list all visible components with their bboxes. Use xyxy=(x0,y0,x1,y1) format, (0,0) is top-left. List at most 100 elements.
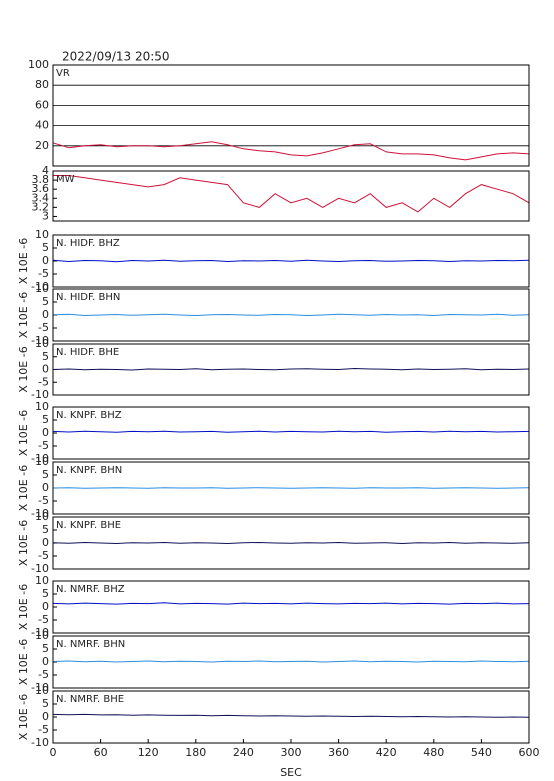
y-tick-label: 3.8 xyxy=(32,173,50,186)
series-line xyxy=(52,487,530,489)
y-tick-label: 3.6 xyxy=(32,182,50,195)
y-tick-label: -5 xyxy=(38,723,49,736)
plot-frame xyxy=(52,690,530,744)
series-label: N. HIDF. BHE xyxy=(56,347,119,358)
y-axis-label: X 10E -6 xyxy=(17,346,30,392)
plot-frame xyxy=(52,580,530,634)
y-tick-label: 10 xyxy=(35,228,49,241)
y-tick-label: -5 xyxy=(38,613,49,626)
y-tick-label: 3.4 xyxy=(32,191,50,204)
y-axis-label: X 10E -6 xyxy=(17,292,30,338)
y-tick-label: -10 xyxy=(31,452,49,465)
y-tick-label: 10 xyxy=(35,510,49,523)
y-tick-label: 5 xyxy=(42,241,49,254)
plot-frame xyxy=(52,170,530,222)
y-tick-label: -5 xyxy=(38,439,49,452)
y-tick-label: 10 xyxy=(35,337,49,350)
chart-title: 2022/09/13 20:50 xyxy=(62,50,170,64)
y-tick-label: 20 xyxy=(35,139,49,152)
plot-frame xyxy=(52,234,530,288)
plot-frame xyxy=(52,343,530,396)
y-tick-label: 0 xyxy=(42,655,49,668)
y-tick-label: 10 xyxy=(35,282,49,295)
y-tick-label: -5 xyxy=(38,549,49,562)
series-line xyxy=(53,175,530,213)
x-tick-label: 180 xyxy=(185,746,206,759)
y-axis-label: X 10E -6 xyxy=(17,465,30,511)
y-tick-label: 100 xyxy=(28,58,49,71)
x-axis-label: SEC xyxy=(280,766,302,779)
y-tick-label: -10 xyxy=(31,562,49,575)
plot-frame xyxy=(52,406,530,460)
y-tick-label: 40 xyxy=(35,119,49,132)
y-tick-label: 0 xyxy=(42,254,49,267)
x-tick-label: 600 xyxy=(519,746,540,759)
series-label: N. KNPF. BHN xyxy=(56,465,122,476)
y-tick-label: 0 xyxy=(42,363,49,376)
y-tick-label: 5 xyxy=(42,295,49,308)
x-tick-label: 300 xyxy=(281,746,302,759)
y-tick-label: 3 xyxy=(42,209,49,222)
x-tick-label: 0 xyxy=(50,746,57,759)
y-tick-label: -10 xyxy=(31,507,49,520)
plot-frame xyxy=(52,635,530,689)
series-line xyxy=(52,430,530,433)
y-tick-label: 5 xyxy=(42,697,49,710)
series-label: N. NMRF. BHN xyxy=(56,639,125,650)
y-tick-label: -10 xyxy=(31,388,49,401)
y-tick-label: -5 xyxy=(38,375,49,388)
y-axis-label: X 10E -6 xyxy=(17,520,30,566)
y-tick-label: 5 xyxy=(42,350,49,363)
y-tick-label: -5 xyxy=(38,494,49,507)
series-line xyxy=(52,602,530,605)
series-label: VR xyxy=(56,68,70,79)
y-axis-label: X 10E -6 xyxy=(17,639,30,685)
x-tick-label: 120 xyxy=(138,746,159,759)
x-tick-label: 480 xyxy=(423,746,444,759)
y-tick-label: 5 xyxy=(42,468,49,481)
y-tick-label: 60 xyxy=(35,98,49,111)
y-tick-label: 0 xyxy=(42,536,49,549)
y-tick-label: 0 xyxy=(42,308,49,321)
y-tick-label: 10 xyxy=(35,455,49,468)
y-tick-label: 0 xyxy=(42,426,49,439)
y-tick-label: 0 xyxy=(42,710,49,723)
plot-frame xyxy=(52,516,530,570)
y-tick-label: -10 xyxy=(31,334,49,347)
y-axis-label: X 10E -6 xyxy=(17,410,30,456)
series-label: N. KNPF. BHE xyxy=(56,520,121,531)
x-tick-label: 420 xyxy=(376,746,397,759)
series-line xyxy=(52,141,530,161)
y-tick-label: 5 xyxy=(42,523,49,536)
y-tick-label: -5 xyxy=(38,267,49,280)
y-tick-label: 10 xyxy=(35,574,49,587)
x-tick-label: 60 xyxy=(94,746,108,759)
plot-frame xyxy=(52,64,530,167)
series-line xyxy=(52,313,530,317)
y-tick-label: 80 xyxy=(35,78,49,91)
series-line xyxy=(52,660,530,663)
series-label: N. KNPF. BHZ xyxy=(56,410,122,421)
series-line xyxy=(52,259,530,263)
series-label: N. NMRF. BHE xyxy=(56,694,124,705)
y-tick-label: 10 xyxy=(35,684,49,697)
y-tick-label: 4 xyxy=(42,164,49,177)
y-tick-label: 0 xyxy=(42,481,49,494)
y-axis-label: X 10E -6 xyxy=(17,584,30,630)
series-label: N. HIDF. BHN xyxy=(56,292,120,303)
series-line xyxy=(52,367,530,371)
y-tick-label: 5 xyxy=(42,642,49,655)
y-tick-label: -5 xyxy=(38,321,49,334)
series-label: N. NMRF. BHZ xyxy=(56,584,125,595)
series-line xyxy=(52,541,530,545)
y-tick-label: 0 xyxy=(42,600,49,613)
x-tick-label: 540 xyxy=(471,746,492,759)
x-tick-label: 240 xyxy=(233,746,254,759)
x-tick-label: 360 xyxy=(328,746,349,759)
y-tick-label: 10 xyxy=(35,629,49,642)
y-tick-label: 10 xyxy=(35,400,49,413)
y-tick-label: 5 xyxy=(42,587,49,600)
y-tick-label: -10 xyxy=(31,736,49,749)
plot-frame xyxy=(52,288,530,342)
y-axis-label: X 10E -6 xyxy=(17,694,30,740)
